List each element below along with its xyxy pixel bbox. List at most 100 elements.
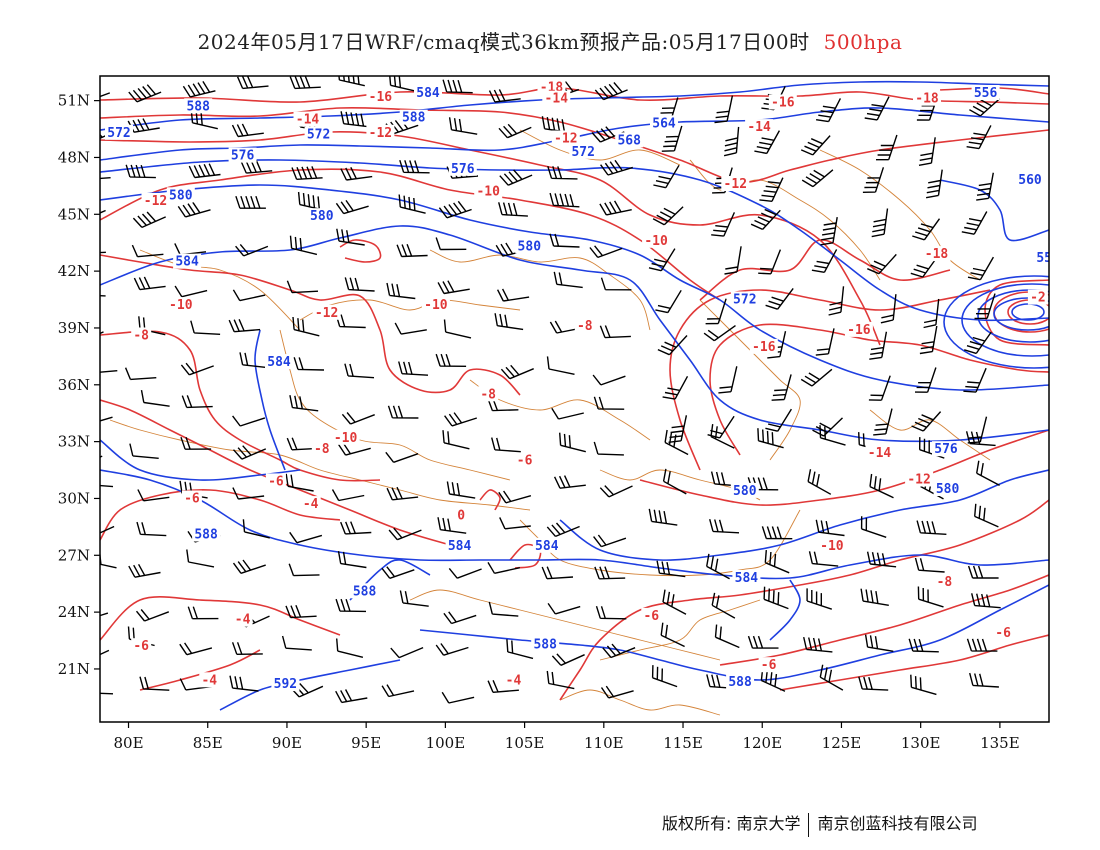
wind-barb: [801, 169, 834, 188]
border-line: [559, 689, 721, 716]
wind-barb: [340, 166, 373, 181]
wind-barb: [862, 167, 885, 193]
temperature-contour-label-bg: [758, 657, 779, 673]
wind-barb: [718, 366, 738, 394]
temperature-contour-label-bg: [331, 429, 360, 445]
height-contour-label: 584: [735, 571, 759, 586]
wind-barb: [388, 527, 422, 541]
wind-barb: [656, 560, 686, 578]
temperature-contour-label-bg: [366, 88, 395, 104]
map-frame: [99, 75, 1050, 723]
wind-barb: [335, 199, 369, 215]
wind-barb: [136, 521, 167, 537]
wind-barb: [139, 676, 170, 691]
height-contour-label-bg: [271, 676, 300, 692]
height-contour: [769, 579, 801, 641]
wind-barb: [599, 485, 633, 498]
wind-barb: [662, 375, 689, 400]
height-contour-label: 580: [310, 209, 334, 224]
wind-barb: [873, 408, 893, 436]
wind-barb: [860, 516, 887, 538]
wind-barb: [242, 519, 270, 539]
temperature-isotherm: [699, 239, 951, 301]
wind-barb: [662, 589, 687, 615]
height-contour: [939, 179, 1049, 242]
wind-barb: [969, 672, 999, 688]
temperature-contour-label: -12: [315, 306, 338, 321]
wind-barb: [703, 325, 736, 342]
wind-barb: [974, 503, 999, 528]
wind-barb: [438, 200, 472, 219]
height-contour-label-bg: [265, 354, 293, 370]
wind-barb: [705, 298, 727, 325]
wind-barb: [914, 557, 945, 573]
temperature-contour-label: -8: [133, 329, 149, 344]
wind-barb: [812, 417, 843, 437]
wind-barb: [232, 487, 265, 500]
wind-barb: [232, 289, 266, 302]
wind-barb: [910, 674, 937, 696]
wind-barb: [819, 425, 846, 446]
lon-tick-label: 85E: [193, 734, 223, 752]
height-contour-label: 584: [535, 539, 559, 554]
wind-barb: [549, 192, 580, 208]
height-contour-label-bg: [228, 147, 257, 163]
temperature-contour-label-bg: [514, 452, 535, 468]
wind-barb: [653, 164, 680, 189]
wind-barb: [132, 211, 166, 229]
temperature-contour-label: -4: [201, 673, 217, 688]
height-contour-label-bg: [650, 115, 678, 131]
temperature-contour-label-bg: [199, 672, 220, 688]
wind-barb: [593, 534, 627, 548]
wind-barb: [297, 191, 326, 212]
wind-barb: [724, 246, 742, 275]
temperature-isotherm: [100, 131, 881, 346]
temperature-isotherm: [779, 634, 1049, 691]
temperature-contour-label-bg: [232, 611, 253, 627]
temperature-contour-label: -6: [643, 609, 659, 624]
wind-barb: [100, 612, 109, 617]
temperature-contour-label: -8: [314, 442, 330, 457]
height-contour: [100, 225, 1049, 443]
wind-barb: [662, 468, 687, 495]
temperature-isotherm: [719, 574, 1049, 666]
height-contour-label-bg: [304, 126, 333, 142]
wind-barb: [335, 598, 367, 613]
wind-barb: [100, 525, 115, 534]
wind-barb: [232, 445, 267, 460]
height-contour-label-bg: [166, 187, 195, 203]
temperature-contour-label: -10: [334, 431, 358, 446]
wind-barb: [912, 218, 941, 241]
temperature-contour-label: -6: [133, 639, 149, 654]
wind-barb: [867, 253, 897, 275]
wind-barb: [759, 177, 784, 202]
height-contour-label: 576: [934, 442, 958, 457]
temperature-contour-label: -10: [476, 185, 500, 200]
wind-barb: [188, 163, 221, 179]
wind-barb: [546, 522, 580, 538]
temperature-contour-label-bg: [166, 297, 195, 313]
wind-barb: [437, 280, 470, 295]
temperature-contours: [100, 87, 1049, 701]
wind-barb: [182, 81, 216, 98]
wind-barb: [551, 407, 584, 420]
wind-barb: [546, 670, 575, 690]
wind-barb: [541, 566, 574, 580]
height-contour-label-bg: [532, 537, 561, 553]
wind-barb: [918, 137, 936, 166]
wind-barb: [660, 622, 685, 648]
wind-barb: [129, 443, 159, 459]
wind-barb: [125, 164, 156, 179]
wind-barb: [100, 251, 106, 254]
temperature-contour-label-bg: [131, 638, 152, 654]
height-contour: [100, 439, 301, 481]
lon-tick-label: 110E: [584, 734, 624, 752]
wind-barb: [128, 563, 161, 578]
height-contour-label: 580: [936, 482, 960, 497]
border-line: [429, 249, 651, 331]
temperature-contour-label: -12: [144, 194, 167, 209]
wind-barb: [760, 667, 786, 692]
wind-barb: [285, 605, 317, 619]
wind-barb: [186, 549, 215, 568]
